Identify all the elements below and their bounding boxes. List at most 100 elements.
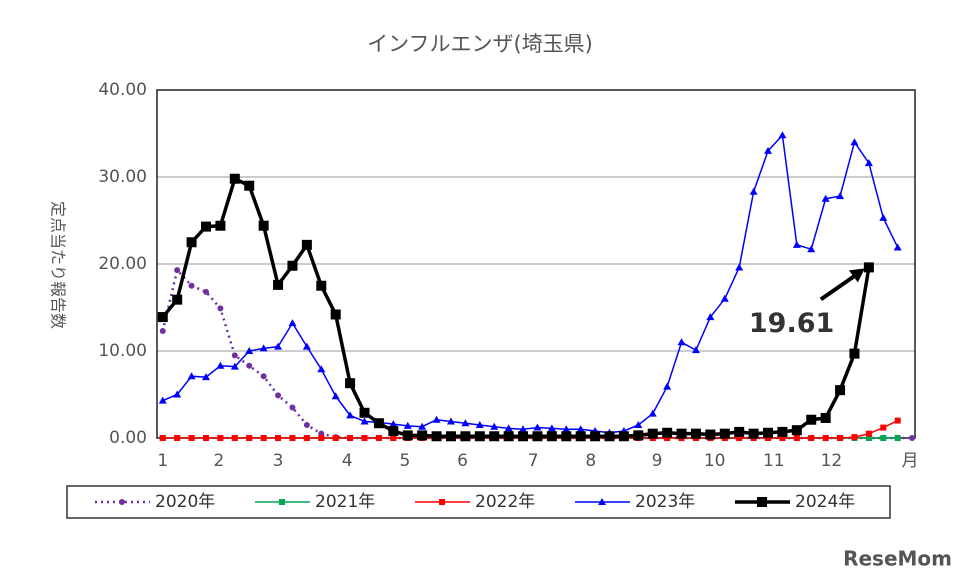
y-tick-label: 0.00: [109, 428, 147, 448]
data-point: [173, 390, 182, 398]
data-point: [245, 347, 254, 354]
data-point: [230, 362, 239, 370]
data-point: [275, 435, 282, 441]
data-point: [216, 361, 225, 369]
data-point: [662, 427, 673, 438]
y-tick-label: 30.00: [98, 167, 147, 187]
data-point: [287, 260, 298, 271]
data-point: [217, 305, 224, 312]
data-point: [445, 431, 456, 442]
legend-marker: [279, 499, 285, 505]
data-point: [202, 288, 209, 295]
data-point: [807, 245, 816, 253]
legend-label: 2022年: [475, 492, 535, 512]
y-tick-label: 40.00: [98, 80, 147, 100]
data-point: [432, 415, 441, 423]
data-point: [489, 431, 500, 442]
data-point: [246, 435, 253, 441]
data-point: [274, 342, 283, 350]
x-tick-label: 10: [704, 451, 726, 471]
data-point: [792, 240, 801, 248]
data-point: [490, 422, 499, 430]
data-point: [402, 430, 413, 441]
x-tick-label: 1: [157, 451, 168, 471]
data-point: [504, 424, 513, 432]
data-point: [777, 426, 788, 437]
data-point: [330, 309, 341, 320]
annotation-arrow: [819, 272, 859, 302]
data-point: [764, 146, 773, 154]
data-point: [821, 194, 830, 202]
data-point: [676, 428, 687, 439]
data-point: [880, 435, 887, 441]
annotation-arrowhead: [848, 268, 865, 283]
data-point: [288, 319, 297, 327]
data-point: [749, 187, 758, 195]
data-point: [200, 221, 211, 232]
data-point: [849, 348, 860, 359]
data-point: [373, 418, 384, 429]
data-point: [894, 435, 901, 441]
data-point: [317, 365, 326, 373]
data-point: [806, 414, 817, 425]
data-point: [302, 342, 311, 350]
data-point: [778, 131, 787, 139]
data-point: [648, 409, 657, 417]
data-point: [604, 431, 615, 442]
data-point: [289, 435, 296, 441]
data-point: [820, 412, 831, 423]
x-tick-label: 2: [214, 451, 225, 471]
data-point: [431, 431, 442, 442]
data-point: [159, 435, 166, 441]
data-point: [822, 435, 829, 441]
data-point: [186, 237, 197, 248]
data-point: [403, 421, 412, 429]
data-point: [791, 425, 802, 436]
data-point: [474, 431, 485, 442]
data-point: [691, 346, 700, 354]
data-point: [273, 279, 284, 290]
data-point: [158, 396, 167, 404]
data-point: [590, 431, 601, 442]
x-tick-label: 4: [342, 451, 353, 471]
data-point: [318, 435, 325, 441]
watermark: ReseMom: [843, 547, 952, 571]
data-point: [893, 243, 902, 251]
data-point: [475, 420, 484, 428]
data-point: [246, 362, 253, 369]
x-tick-label: 12: [821, 451, 843, 471]
data-point: [418, 422, 427, 430]
data-point: [634, 420, 643, 428]
x-tick-label: 3: [273, 451, 284, 471]
data-point: [159, 327, 166, 334]
data-point: [244, 180, 255, 191]
data-point: [546, 431, 557, 442]
data-point: [633, 430, 644, 441]
data-point: [851, 434, 858, 441]
data-point: [215, 220, 226, 231]
legend-label: 2021年: [315, 492, 375, 512]
series-line: [161, 268, 913, 440]
data-point: [461, 419, 470, 427]
data-point: [260, 435, 267, 441]
data-point: [909, 435, 916, 441]
data-point: [735, 263, 744, 271]
data-point: [202, 435, 209, 441]
data-point: [331, 392, 340, 400]
legend-marker: [119, 499, 125, 505]
data-point: [359, 407, 370, 418]
data-point: [503, 431, 514, 442]
legend-label: 2020年: [155, 492, 215, 512]
data-point: [258, 220, 269, 231]
data-point: [836, 192, 845, 200]
data-point: [575, 431, 586, 442]
data-point: [187, 372, 196, 380]
data-point: [864, 159, 873, 167]
data-point: [765, 435, 772, 441]
x-axis-unit: 月: [902, 451, 919, 471]
data-point: [706, 313, 715, 321]
data-point: [547, 424, 556, 432]
data-point: [647, 428, 658, 439]
data-point: [779, 435, 786, 441]
x-tick-label: 7: [528, 451, 539, 471]
